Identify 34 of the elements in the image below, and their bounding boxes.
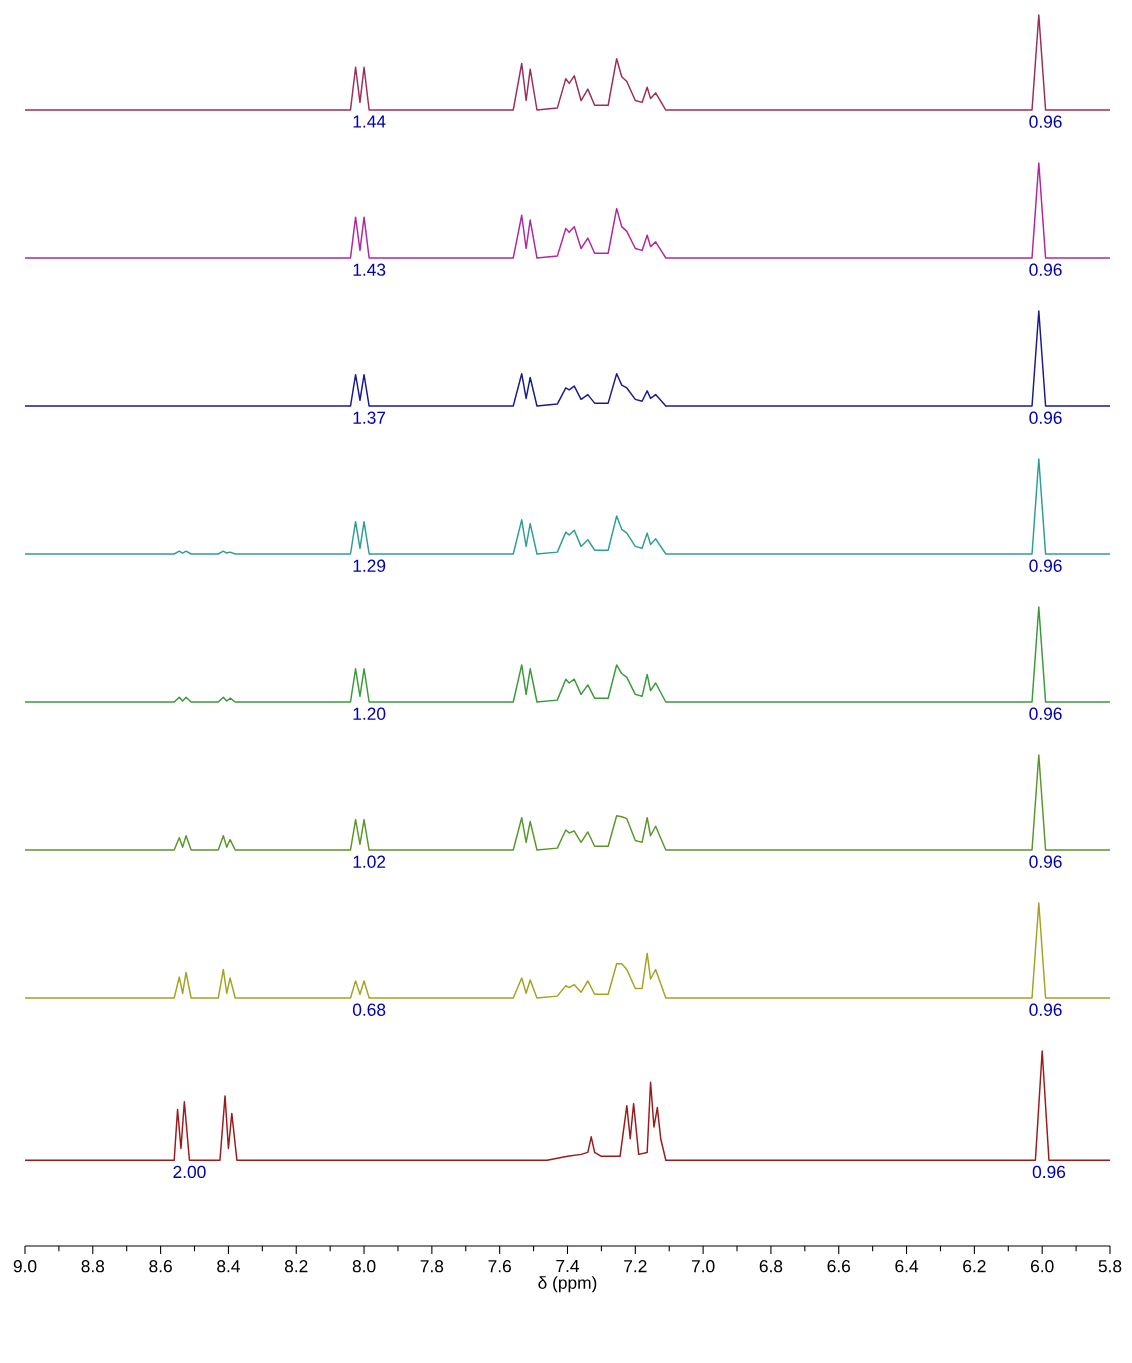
annotation: 0.68 bbox=[352, 1003, 386, 1016]
x-tick-label: 8.2 bbox=[284, 1260, 308, 1273]
annotation: 0.96 bbox=[1029, 1003, 1062, 1016]
x-tick-label: 6.6 bbox=[827, 1260, 851, 1273]
annotation: 0.96 bbox=[1029, 263, 1062, 276]
x-tick-label: 8.0 bbox=[352, 1260, 376, 1273]
x-tick-label: 7.6 bbox=[488, 1260, 511, 1273]
annotation: 1.29 bbox=[353, 559, 386, 572]
x-tick-label: 8.4 bbox=[217, 1260, 240, 1273]
x-tick-label: 9.0 bbox=[13, 1260, 37, 1273]
annotation: 0.96 bbox=[1029, 115, 1062, 128]
x-tick-label: 6.2 bbox=[963, 1260, 986, 1273]
annotation: 1.20 bbox=[353, 707, 386, 720]
x-tick-label: 7.4 bbox=[556, 1260, 580, 1272]
annotation: 0.96 bbox=[1029, 411, 1062, 424]
x-tick-label: 6.4 bbox=[895, 1260, 919, 1273]
annotation: 0.96 bbox=[1029, 707, 1062, 720]
x-tick-label: 7.0 bbox=[691, 1260, 715, 1273]
x-tick-label: 7.2 bbox=[624, 1260, 647, 1273]
annotation: 1.44 bbox=[353, 115, 386, 128]
annotation: 1.37 bbox=[353, 411, 386, 424]
x-axis-title: δ (ppm) bbox=[538, 1276, 597, 1293]
x-tick-label: 8.6 bbox=[149, 1260, 172, 1273]
annotation: 0.96 bbox=[1029, 855, 1062, 868]
annotation: 1.02 bbox=[353, 855, 386, 868]
annotation: 1.43 bbox=[353, 263, 386, 276]
x-tick-label: 6.0 bbox=[1031, 1260, 1054, 1273]
x-tick-label: 8.8 bbox=[81, 1260, 105, 1273]
annotation: 0.96 bbox=[1032, 1165, 1066, 1179]
x-tick-label: 5.8 bbox=[1098, 1260, 1122, 1273]
annotation: 0.96 bbox=[1029, 559, 1062, 572]
x-tick-label: 6.8 bbox=[759, 1260, 783, 1273]
x-tick-label: 7.8 bbox=[420, 1260, 444, 1273]
annotation: 2.00 bbox=[173, 1165, 206, 1179]
